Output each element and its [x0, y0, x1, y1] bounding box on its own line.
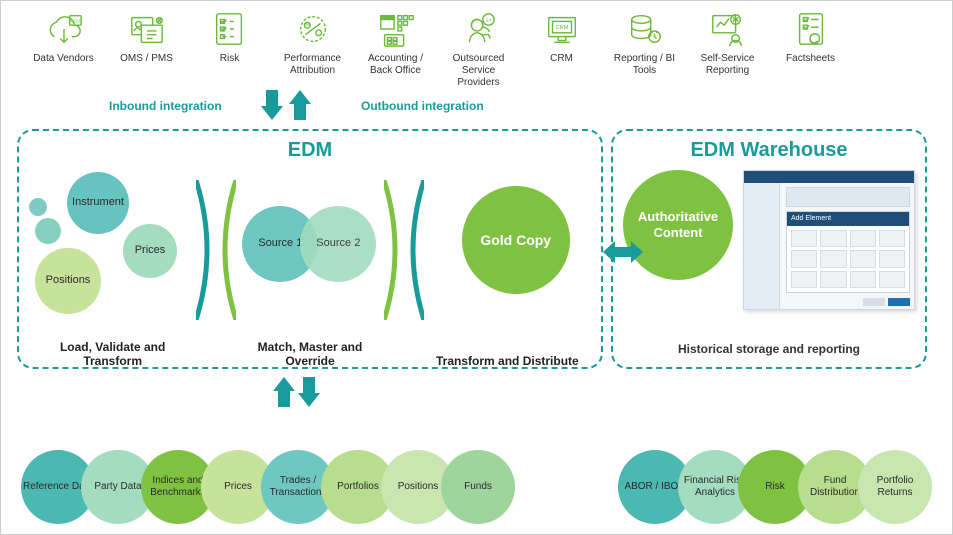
top-icon-risk: Risk — [197, 9, 262, 89]
load-bubble: Positions — [35, 248, 101, 314]
self-service-reporting-icon — [705, 9, 751, 49]
bottom-section: Reference DataParty DataIndices and Benc… — [1, 450, 952, 524]
source-2-label: Source 2 — [316, 237, 360, 250]
edm-title: EDM — [29, 139, 591, 162]
gold-copy-label: Gold Copy — [480, 232, 551, 249]
edm-col-load: PositionsPricesInstrument Load, Validate… — [29, 170, 196, 330]
top-icon-self-service-reporting: Self-Service Reporting — [695, 9, 760, 89]
top-icon-label: Self-Service Reporting — [695, 53, 760, 77]
warehouse-caption: Historical storage and reporting — [623, 342, 915, 356]
crm-icon: CRM — [539, 9, 585, 49]
top-icon-label: Factsheets — [786, 53, 835, 65]
svg-text:CSV: CSV — [70, 18, 81, 24]
bottom-left-bubbles: Reference DataParty DataIndices and Benc… — [21, 450, 515, 524]
load-bubble: Instrument — [67, 172, 129, 234]
warehouse-title: EDM Warehouse — [623, 139, 915, 162]
top-icon-oms-pms: OMS / PMS — [114, 9, 179, 89]
inbound-label: Inbound integration — [109, 99, 222, 113]
top-icon-reporting-bi-tools: Reporting / BI Tools — [612, 9, 677, 89]
source-2-circle: Source 2 — [300, 206, 376, 282]
top-icon-label: Outsourced Service Providers — [446, 53, 511, 89]
top-icon-label: Data Vendors — [33, 53, 94, 65]
factsheets-icon — [788, 9, 834, 49]
top-icon-row: CSV Data Vendors OMS / PMS Risk% Performance… — [1, 1, 952, 93]
risk-icon — [207, 9, 253, 49]
arc-divider-2-icon — [216, 180, 236, 320]
load-bubble — [29, 198, 47, 216]
top-icon-crm: CRM CRM — [529, 9, 594, 89]
data-bubble: Portfolio Returns — [858, 450, 932, 524]
source-1-label: Source 1 — [258, 237, 302, 250]
top-icon-label: Performance Attribution — [280, 53, 345, 77]
arrow-outbound-icon — [289, 90, 311, 120]
data-bubble: Funds — [441, 450, 515, 524]
integration-labels: Inbound integration Outbound integration — [1, 93, 952, 129]
load-bubble: Prices — [123, 224, 177, 278]
top-icon-outsourced-service-providers: 24 Outsourced Service Providers — [446, 9, 511, 89]
top-icon-label: CRM — [550, 53, 573, 65]
edm-col1-label: Load, Validate and Transform — [29, 340, 196, 368]
warehouse-screenshot: Add Element — [743, 170, 915, 310]
bottom-arrows — [273, 375, 323, 411]
data-vendors-icon: CSV — [41, 9, 87, 49]
top-icon-accounting-back-office: Accounting / Back Office — [363, 9, 428, 89]
top-icon-label: Risk — [220, 53, 239, 65]
oms-pms-icon — [124, 9, 170, 49]
arc-divider-4-icon — [404, 180, 424, 320]
svg-text:24: 24 — [485, 17, 491, 23]
edm-col-match: Source 1 Source 2 Match, Master and Over… — [236, 170, 383, 330]
top-icon-data-vendors: CSV Data Vendors — [31, 9, 96, 89]
outbound-label: Outbound integration — [361, 99, 484, 113]
gold-copy-circle: Gold Copy — [462, 186, 570, 294]
top-icon-factsheets: Factsheets — [778, 9, 843, 89]
arrow-inbound-icon — [261, 90, 283, 120]
top-icon-label: Accounting / Back Office — [363, 53, 428, 77]
edm-col3-label: Transform and Distribute — [424, 354, 591, 368]
outsourced-service-providers-icon: 24 — [456, 9, 502, 49]
auth-content-label: Authoritative Content — [623, 209, 733, 240]
edm-col-transform: Gold Copy Transform and Distribute — [424, 170, 591, 330]
bottom-right-bubbles: ABOR / IBORFinancial Risk AnalyticsRiskF… — [618, 450, 932, 524]
warehouse-box: EDM Warehouse Authoritative Content Add … — [611, 129, 927, 369]
load-bubble — [35, 218, 61, 244]
accounting-back-office-icon — [373, 9, 419, 49]
edm-box: EDM Positions PricesInstrument Load, Vali… — [17, 129, 603, 369]
arc-divider-1-icon — [196, 180, 216, 320]
panel-header: Add Element — [787, 212, 909, 226]
reporting-bi-tools-icon — [622, 9, 668, 49]
performance-attribution-icon: % — [290, 9, 336, 49]
top-icon-label: OMS / PMS — [120, 53, 173, 65]
edm-col2-label: Match, Master and Override — [236, 340, 383, 368]
arc-divider-3-icon — [384, 180, 404, 320]
top-icon-label: Reporting / BI Tools — [612, 53, 677, 77]
main-row: EDM Positions PricesInstrument Load, Vali… — [1, 129, 952, 369]
svg-text:CRM: CRM — [555, 25, 568, 31]
top-icon-performance-attribution: % Performance Attribution — [280, 9, 345, 89]
bidir-arrow-icon — [603, 239, 643, 265]
